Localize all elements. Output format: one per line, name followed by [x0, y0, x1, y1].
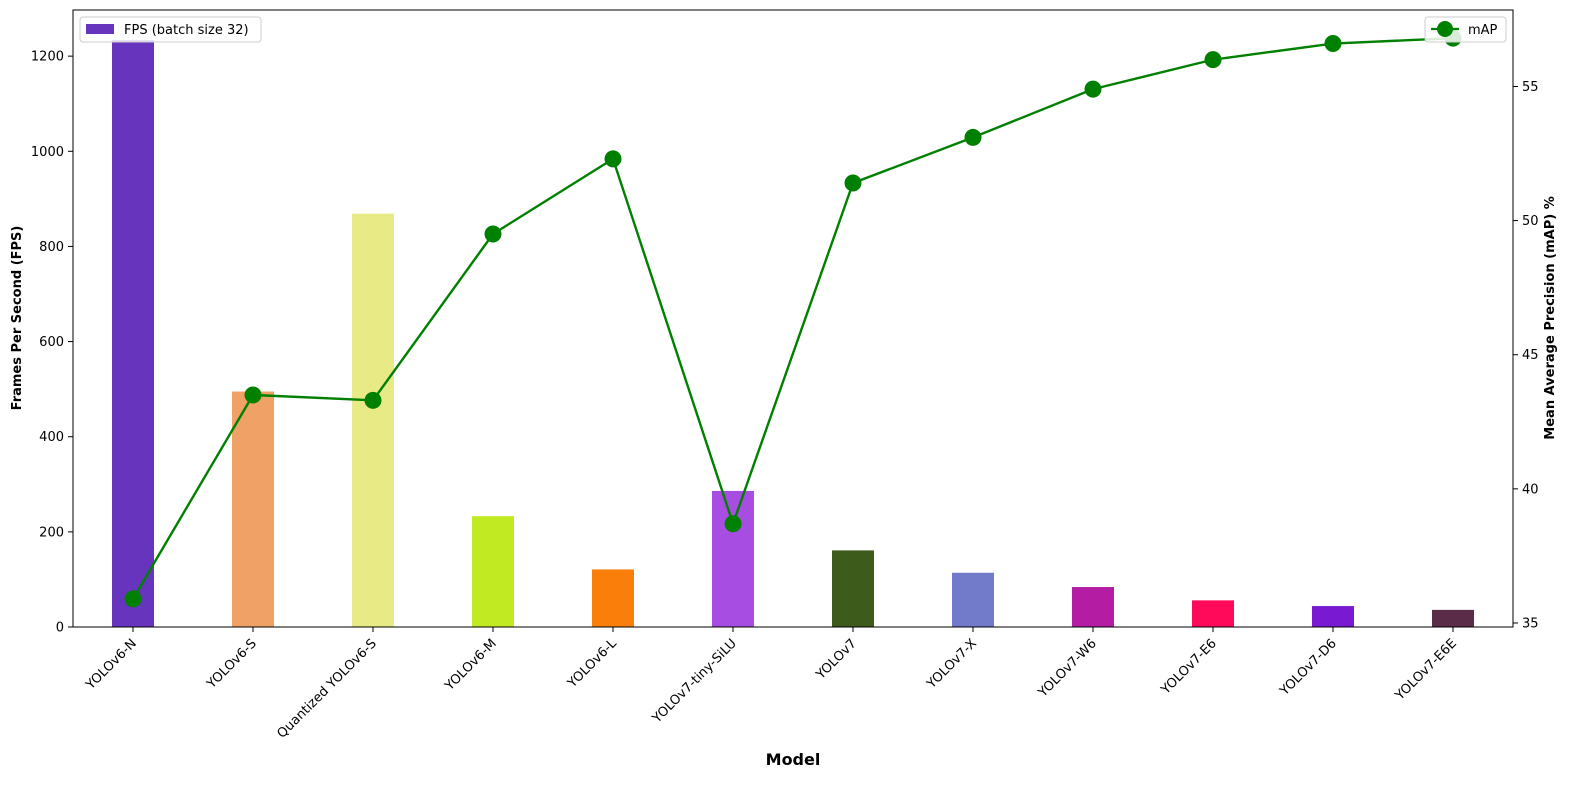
left-axis: 0 200 400 600 800 1000 1200: [31, 50, 73, 636]
map-point-yolov7-d6: [1324, 35, 1342, 53]
map-line: [131, 36, 1454, 600]
bar-yolov7-e6e: [1432, 609, 1474, 627]
bar-yolov7-w6: [1072, 587, 1114, 627]
y-left-tick-label: 0: [56, 621, 64, 636]
x-axis-title: Model: [766, 750, 821, 769]
legend-map-label: mAP: [1468, 23, 1498, 38]
x-tick-label: YOLOv7-D6: [1277, 636, 1340, 699]
bars-group: [112, 39, 1474, 628]
bar-yolov6-m: [472, 516, 514, 627]
x-tick-label: YOLOv6-N: [83, 636, 140, 693]
legend-fps-frame: [79, 16, 262, 43]
y-left-tick-label: 400: [39, 430, 64, 445]
x-tick-label: YOLOv7-W6: [1035, 636, 1100, 701]
y-left-tick-label: 600: [39, 335, 64, 350]
plot-frame: [72, 9, 1514, 628]
legend-fps-swatch: [86, 24, 114, 34]
x-tick-label: YOLOv7: [813, 636, 860, 683]
y-left-tick-label: 800: [39, 240, 64, 255]
y-right-tick-label: 50: [1522, 214, 1539, 229]
legend-fps: FPS (batch size 32): [79, 16, 262, 43]
map-line-group: [124, 29, 1462, 608]
bar-quantized-yolov6-s: [352, 213, 394, 628]
bar-yolov6-n: [112, 39, 154, 628]
map-point-yolov7-x: [964, 128, 982, 146]
map-point-yolov7-tiny-silu: [724, 515, 742, 533]
bar-yolov7-tiny-silu: [712, 490, 754, 627]
map-point-yolov6-n: [124, 590, 142, 608]
y-left-tick-label: 200: [39, 525, 64, 540]
map-point-quantized-yolov6-s: [364, 391, 382, 409]
map-point-yolov7-e6: [1204, 51, 1222, 69]
x-tick-label: Quantized YOLOv6-S: [274, 636, 379, 741]
bar-yolov7-e6: [1192, 600, 1234, 627]
map-point-yolov7-w6: [1084, 80, 1102, 98]
bar-yolov7: [832, 550, 874, 627]
map-point-yolov6-l: [604, 150, 622, 168]
y-right-axis-title: Mean Average Precision (mAP) %: [1543, 196, 1558, 439]
y-left-tick-label: 1000: [31, 145, 64, 160]
x-tick-label: YOLOv6-S: [204, 636, 260, 692]
bar-yolov6-l: [592, 569, 634, 627]
x-tick-label: YOLOv6-L: [564, 636, 620, 692]
map-point-yolov6-s: [244, 386, 262, 404]
x-tick-label: YOLOv7-E6: [1158, 636, 1220, 698]
x-axis: YOLOv6-N YOLOv6-S Quantized YOLOv6-S YOLOv6…: [83, 627, 1460, 742]
y-right-tick-label: 55: [1522, 80, 1539, 95]
x-tick-label: YOLOv6-M: [442, 636, 500, 694]
legend-map: mAP: [1424, 16, 1507, 43]
x-tick-label: YOLOv7-tiny-SiLU: [649, 636, 740, 727]
map-point-yolov6-m: [484, 225, 502, 243]
legend-fps-label: FPS (batch size 32): [124, 23, 249, 38]
y-right-tick-label: 35: [1522, 616, 1539, 631]
y-right-tick-label: 40: [1522, 482, 1539, 497]
y-left-axis-title: Frames Per Second (FPS): [10, 226, 25, 411]
right-axis: 35 40 45 50 55: [1513, 80, 1539, 631]
x-tick-label: YOLOv7-X: [924, 636, 980, 692]
legend-map-marker: [1437, 21, 1453, 37]
map-point-yolov7: [844, 174, 862, 192]
x-tick-label: YOLOv7-E6E: [1392, 636, 1460, 704]
bar-yolov7-x: [952, 572, 994, 627]
bar-yolov7-d6: [1312, 606, 1354, 627]
y-right-tick-label: 45: [1522, 348, 1539, 363]
y-left-tick-label: 1200: [31, 50, 64, 65]
bar-yolov6-s: [232, 391, 274, 627]
